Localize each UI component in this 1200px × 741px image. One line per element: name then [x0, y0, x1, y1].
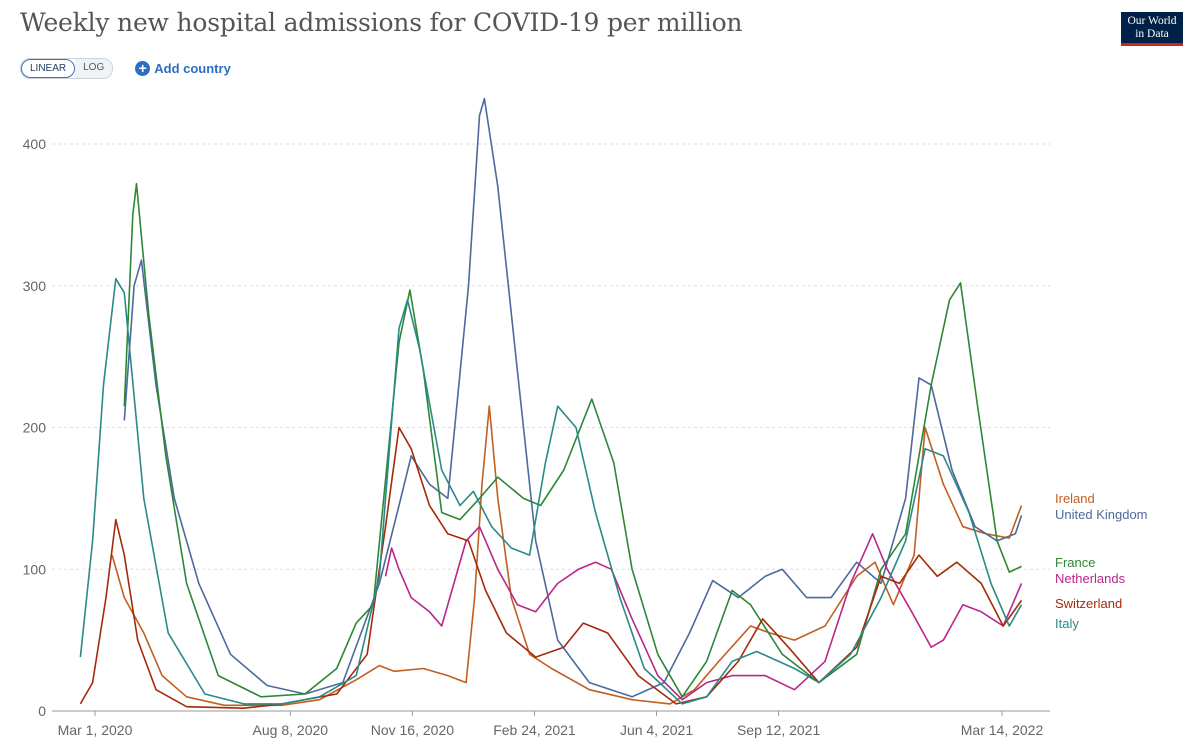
y-tick-label: 100 — [23, 561, 47, 577]
series-label-switzerland: Switzerland — [1055, 596, 1122, 611]
x-tick-label: Feb 24, 2021 — [493, 722, 576, 738]
x-tick-label: Mar 14, 2022 — [961, 722, 1044, 738]
y-tick-label: 200 — [23, 420, 47, 436]
x-tick-label: Jun 4, 2021 — [620, 722, 693, 738]
page-title: Weekly new hospital admissions for COVID… — [20, 8, 743, 37]
series-line-united-kingdom — [123, 97, 1023, 698]
linear-scale-button[interactable]: LINEAR — [21, 59, 76, 78]
series-line-switzerland — [79, 426, 1023, 709]
series-label-italy: Italy — [1055, 616, 1079, 631]
chart-controls: LINEAR LOG + Add country — [20, 58, 231, 79]
series-label-netherlands: Netherlands — [1055, 571, 1126, 586]
y-tick-label: 400 — [23, 136, 47, 152]
plus-circle-icon: + — [135, 61, 151, 76]
series-label-ireland: Ireland — [1055, 491, 1095, 506]
series-line-italy — [79, 277, 1023, 705]
logo-line-1: Our World — [1127, 15, 1177, 27]
add-country-label: Add country — [154, 61, 231, 76]
series-line-netherlands — [384, 525, 1023, 701]
logo-line-2: in Data — [1135, 28, 1169, 40]
series-label-france: France — [1055, 555, 1095, 570]
series-line-ireland — [111, 405, 1023, 707]
x-tick-label: Aug 8, 2020 — [253, 722, 329, 738]
y-tick-label: 300 — [23, 278, 47, 294]
series-line-france — [123, 182, 1022, 698]
series-label-united-kingdom: United Kingdom — [1055, 507, 1148, 522]
y-tick-label: 0 — [38, 703, 46, 719]
x-tick-label: Mar 1, 2020 — [58, 722, 133, 738]
add-country-button[interactable]: + Add country — [135, 61, 231, 76]
owid-logo[interactable]: Our World in Data — [1121, 12, 1183, 46]
x-tick-label: Nov 16, 2020 — [371, 722, 454, 738]
log-scale-button[interactable]: LOG — [75, 59, 113, 78]
scale-toggle: LINEAR LOG — [20, 58, 114, 79]
x-tick-label: Sep 12, 2021 — [737, 722, 821, 738]
